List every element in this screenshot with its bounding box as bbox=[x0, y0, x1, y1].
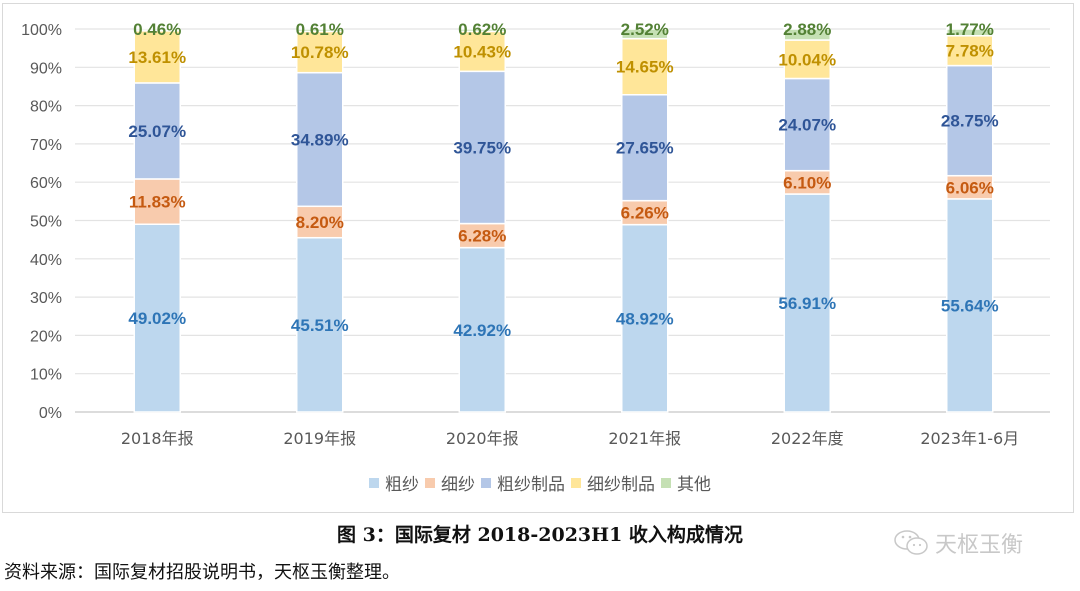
bar-segment bbox=[296, 236, 344, 413]
y-tick-label: 80% bbox=[30, 99, 62, 116]
bar-segment bbox=[458, 246, 506, 413]
data-label: 10.04% bbox=[778, 50, 836, 69]
stacked-bar-chart: 0% 10% 20% 30% 40% 50% 60% 70% 80% 90% 100% 49.02% 1… bbox=[21, 20, 1050, 448]
legend-label: 细纱制品 bbox=[587, 475, 655, 495]
data-label: 42.92% bbox=[453, 321, 511, 340]
legend-label: 细纱 bbox=[441, 475, 475, 495]
bar-segment bbox=[621, 223, 669, 413]
legend-item: 细纱 bbox=[425, 470, 475, 495]
bar-segment bbox=[296, 28, 344, 33]
bar-segment bbox=[133, 178, 181, 226]
bar-segment bbox=[621, 37, 669, 96]
legend-swatch bbox=[661, 477, 671, 488]
bar-segment bbox=[783, 77, 831, 172]
source-note: 资料来源：国际复材招股说明书，天枢玉衡整理。 bbox=[4, 562, 400, 583]
data-label: 28.75% bbox=[941, 112, 999, 131]
data-label: 13.61% bbox=[128, 48, 186, 67]
legend-item: 粗纱制品 bbox=[481, 470, 565, 495]
data-label: 10.78% bbox=[291, 43, 349, 62]
bar-segment bbox=[458, 28, 506, 33]
bar-segment bbox=[133, 82, 181, 180]
bar-segment bbox=[946, 28, 994, 37]
data-label: 25.07% bbox=[128, 122, 186, 141]
legend-label: 其他 bbox=[677, 475, 711, 495]
data-label: 8.20% bbox=[296, 213, 344, 232]
data-label: 24.07% bbox=[778, 116, 836, 135]
x-tick-label: 2020年报 bbox=[446, 429, 519, 448]
bar-segment bbox=[296, 30, 344, 74]
legend-item: 粗纱 bbox=[369, 470, 419, 495]
data-label: 2.88% bbox=[783, 20, 831, 39]
bar-segment bbox=[458, 70, 506, 225]
x-tick-label: 2021年报 bbox=[608, 429, 681, 448]
y-tick-label: 60% bbox=[30, 175, 62, 192]
watermark: 天枢玉衡 bbox=[893, 527, 1023, 559]
data-label: 48.92% bbox=[616, 309, 674, 328]
y-tick-label: 20% bbox=[30, 328, 62, 345]
x-tick-label: 2023年1-6月 bbox=[920, 429, 1019, 448]
data-label: 27.65% bbox=[616, 139, 674, 158]
data-label: 6.10% bbox=[783, 173, 831, 192]
y-tick-label: 70% bbox=[30, 137, 62, 154]
data-label: 6.28% bbox=[458, 227, 506, 246]
legend-swatch bbox=[425, 477, 435, 488]
legend-swatch bbox=[571, 477, 581, 488]
y-tick-label: 0% bbox=[39, 405, 62, 422]
bar-segment bbox=[133, 30, 181, 84]
bar-segment bbox=[133, 223, 181, 413]
y-tick-label: 30% bbox=[30, 290, 62, 307]
data-label: 39.75% bbox=[453, 138, 511, 157]
x-tick-label: 2018年报 bbox=[121, 429, 194, 448]
data-label: 49.02% bbox=[128, 309, 186, 328]
x-tick-label: 2019年报 bbox=[283, 429, 356, 448]
bar-segment bbox=[946, 64, 994, 177]
data-label: 0.62% bbox=[458, 20, 506, 39]
data-label: 2.52% bbox=[621, 20, 669, 39]
legend-label: 粗纱 bbox=[385, 475, 419, 495]
bar-segment bbox=[946, 198, 994, 413]
bar-segment bbox=[296, 205, 344, 239]
data-label: 55.64% bbox=[941, 296, 999, 315]
data-label: 14.65% bbox=[616, 58, 674, 77]
data-label: 45.51% bbox=[291, 316, 349, 335]
data-label: 7.78% bbox=[946, 42, 994, 61]
legend-item: 其他 bbox=[661, 470, 711, 495]
figure-caption: 图 3：国际复材 2018-2023H1 收入构成情况 bbox=[337, 524, 743, 546]
legend-swatch bbox=[369, 477, 379, 488]
x-tick-label: 2022年度 bbox=[771, 429, 844, 448]
legend-item: 细纱制品 bbox=[571, 470, 655, 495]
data-label: 56.91% bbox=[778, 294, 836, 313]
y-tick-label: 10% bbox=[30, 367, 62, 384]
bar-segment bbox=[458, 222, 506, 249]
y-tick-label: 40% bbox=[30, 252, 62, 269]
y-tick-label: 50% bbox=[30, 214, 62, 231]
data-label: 0.61% bbox=[296, 20, 344, 39]
y-tick-label: 90% bbox=[30, 60, 62, 77]
data-label: 10.43% bbox=[453, 42, 511, 61]
wechat-icon bbox=[894, 530, 928, 555]
data-label: 1.77% bbox=[946, 20, 994, 39]
data-label: 6.06% bbox=[946, 178, 994, 197]
bar-segment bbox=[783, 39, 831, 80]
data-label: 34.89% bbox=[291, 130, 349, 149]
bar-segment bbox=[783, 193, 831, 413]
data-label: 0.46% bbox=[133, 20, 181, 39]
data-label: 11.83% bbox=[129, 193, 186, 212]
y-tick-label: 100% bbox=[21, 22, 62, 39]
bar-segment bbox=[621, 28, 669, 40]
bar-segment bbox=[783, 28, 831, 41]
legend-swatch bbox=[481, 477, 491, 488]
data-label: 6.26% bbox=[621, 204, 669, 223]
watermark-text: 天枢玉衡 bbox=[935, 533, 1024, 558]
bar-segment bbox=[133, 28, 181, 32]
chart-legend: 粗纱 细纱 粗纱制品 细纱制品 其他 bbox=[0, 470, 1080, 495]
legend-label: 粗纱制品 bbox=[497, 475, 565, 495]
